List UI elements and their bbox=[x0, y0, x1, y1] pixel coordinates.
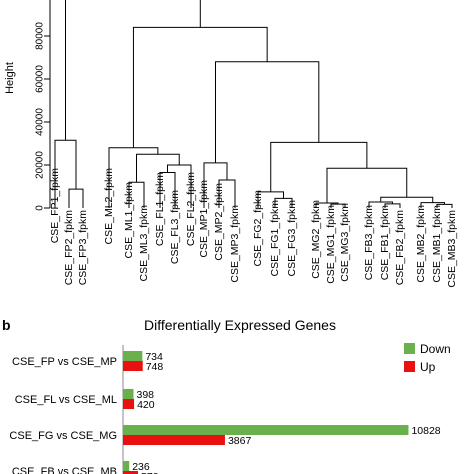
bar-value-label: 734 bbox=[145, 351, 163, 363]
bar-value-label: 236 bbox=[132, 461, 150, 473]
bar-value-label: 748 bbox=[146, 361, 164, 373]
leaf-label: CSE_FL2_fpkm bbox=[185, 172, 197, 246]
panel-tag: b bbox=[2, 317, 11, 333]
bar-up bbox=[123, 361, 143, 371]
bar-up bbox=[123, 435, 225, 445]
leaf-label: CSE_MG3_fpkm bbox=[339, 203, 351, 282]
dendrogram-branch bbox=[65, 0, 201, 141]
y-tick-label: 60000 bbox=[35, 65, 46, 93]
y-tick-label: 20000 bbox=[35, 151, 46, 179]
deg-bar-chart-panel: b Differentially Expressed Genes CSE_FP … bbox=[2, 317, 451, 474]
category-label: CSE_FB vs CSE_MB bbox=[12, 466, 117, 474]
leaf-label: CSE_FP1_fpkm bbox=[49, 168, 61, 244]
leaf-label: CSE_MP2_fpkm bbox=[213, 183, 225, 261]
leaf-label: CSE_FG3_fpkm bbox=[286, 200, 298, 277]
category-label: CSE_FL vs CSE_ML bbox=[15, 394, 117, 406]
bar-value-label: 10828 bbox=[411, 425, 440, 437]
bar-down bbox=[123, 425, 409, 435]
leaf-label: CSE_MB2_fpkm bbox=[415, 205, 427, 283]
legend-label-down: Down bbox=[420, 342, 451, 356]
leaf-label: CSE_ML3_fpkm bbox=[138, 205, 150, 282]
leaf-label: CSE_FG2_fpkm bbox=[252, 190, 264, 267]
bar-up bbox=[123, 399, 135, 409]
leaf-label: CSE_MP1_fpkm bbox=[198, 180, 210, 258]
bar-up bbox=[123, 471, 139, 474]
bar-value-label: 570 bbox=[141, 471, 159, 474]
leaf-label: CSE_FG1_fpkm bbox=[269, 200, 281, 277]
leaf-label: CSE_FB2_fpkm bbox=[394, 210, 406, 286]
leaf-label: CSE_ML2_fpkm bbox=[103, 168, 115, 245]
legend-swatch-down bbox=[404, 343, 415, 354]
leaf-label: CSE_MB1_fpkm bbox=[431, 205, 443, 283]
legend-swatch-up bbox=[404, 361, 415, 372]
y-axis-label: Height bbox=[4, 62, 16, 94]
chart-title: Differentially Expressed Genes bbox=[144, 317, 336, 333]
dendrogram-branch bbox=[215, 61, 320, 163]
bar-down bbox=[123, 351, 143, 361]
bar-value-label: 3867 bbox=[228, 435, 252, 447]
leaf-label: CSE_MP3_fpkm bbox=[229, 205, 241, 283]
y-tick-label: 40000 bbox=[35, 108, 46, 136]
dendrogram-panel: 020000400006000080000HeightCSE_FP1_fpkmC… bbox=[4, 0, 458, 288]
leaf-label: CSE_FB1_fpkm bbox=[379, 205, 391, 281]
y-tick-label: 0 bbox=[35, 205, 46, 211]
bar-value-label: 398 bbox=[136, 389, 154, 401]
legend-label-up: Up bbox=[420, 360, 436, 374]
leaf-label: CSE_FL1_fpkm bbox=[154, 172, 166, 246]
dendrogram-branch bbox=[326, 167, 408, 204]
leaf-label: CSE_MG2_fpkm bbox=[310, 200, 322, 279]
leaf-label: CSE_FP2_fpkm bbox=[63, 210, 75, 286]
category-label: CSE_FG vs CSE_MG bbox=[9, 430, 117, 442]
dendrogram-branch bbox=[68, 188, 84, 208]
bar-down bbox=[123, 461, 130, 471]
leaf-label: CSE_FP3_fpkm bbox=[77, 210, 89, 286]
dendrogram-branch bbox=[132, 26, 268, 148]
category-label: CSE_FP vs CSE_MP bbox=[12, 356, 117, 368]
leaf-label: CSE_ML1_fpkm bbox=[123, 182, 135, 259]
leaf-label: CSE_MG1_fpkm bbox=[325, 205, 337, 284]
dendrogram-branch bbox=[270, 141, 368, 192]
leaf-label: CSE_MB3_fpkm bbox=[446, 210, 458, 288]
bar-value-label: 420 bbox=[137, 399, 155, 411]
y-tick-label: 80000 bbox=[35, 22, 46, 50]
leaf-label: CSE_FL3_fpkm bbox=[169, 190, 181, 264]
leaf-label: CSE_FB3_fpkm bbox=[363, 205, 375, 281]
bar-down bbox=[123, 389, 134, 399]
